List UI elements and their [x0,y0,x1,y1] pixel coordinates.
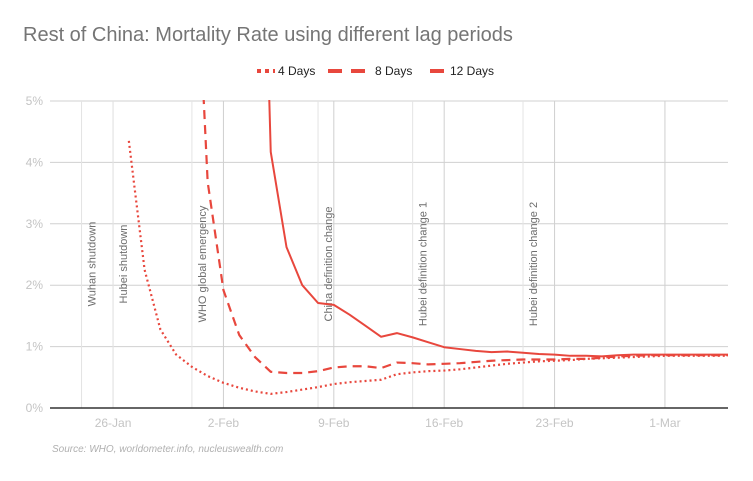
y-tick-label: 1% [26,340,44,354]
chart-title: Rest of China: Mortality Rate using diff… [23,24,513,46]
y-tick-label: 5% [26,94,44,108]
legend-label: 12 Days [450,64,495,78]
gridlines [50,100,728,408]
x-tick-label: 2-Feb [208,416,240,430]
legend-swatch-solid [430,69,444,73]
annotation-label: Hubei shutdown [118,225,130,304]
source-note: Source: WHO, worldometer.info, nucleuswe… [52,444,284,455]
annotation-label: WHO global emergency [197,205,209,322]
y-tick-label: 3% [26,217,44,231]
legend-swatch-dashed [328,69,368,73]
series-line-4-days [127,140,728,395]
y-tick-label: 2% [26,278,44,292]
legend-label: 4 Days [278,64,316,78]
x-tick-label: 9-Feb [318,416,350,430]
annotation-label: Hubei definition change 1 [418,202,430,326]
series [127,100,728,395]
legend-item-8-days[interactable]: 8 Days [328,63,416,79]
legend: 4 Days 8 Days 12 Days [0,63,753,79]
x-tick-label: 26-Jan [95,416,132,430]
y-tick-label: 4% [26,155,44,169]
annotations: Wuhan shutdown Hubei shutdown WHO global e… [81,101,540,408]
series-line-12-days [268,100,728,358]
x-tick-label: 16-Feb [425,416,463,430]
annotation-label: Hubei definition change 2 [528,202,540,326]
axes: 0% 1% 2% 3% 4% 5% 26-Jan 2-Feb 9-Feb 16-Feb 23-Feb… [26,94,728,430]
x-tick-label: 1-Mar [649,416,680,430]
y-tick-label: 0% [26,401,44,415]
x-tick-label: 23-Feb [536,416,574,430]
legend-item-12-days[interactable]: 12 Days [430,63,500,79]
annotation-label: Wuhan shutdown [86,222,98,307]
legend-swatch-dotted [257,69,275,73]
annotation-label: China definition change [323,207,335,322]
series-line-8-days [202,100,728,375]
legend-label: 8 Days [375,64,413,78]
legend-item-4-days[interactable]: 4 Days [256,63,318,79]
